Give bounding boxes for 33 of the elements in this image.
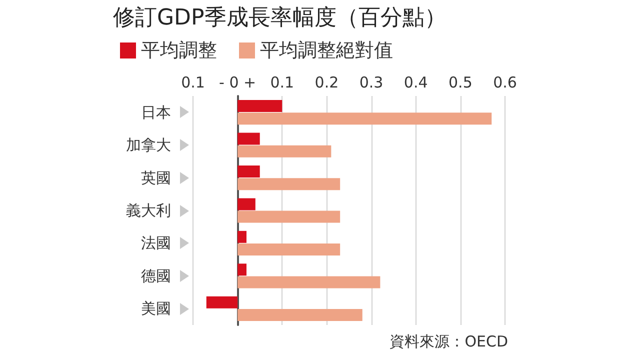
- bar: [238, 308, 362, 321]
- bar: [238, 165, 260, 178]
- bar: [238, 132, 260, 145]
- bar: [238, 100, 282, 112]
- bar: [238, 244, 340, 256]
- y-tick-label: 德國: [141, 266, 171, 285]
- bar: [206, 296, 238, 308]
- bar: [238, 112, 492, 125]
- bar: [238, 230, 246, 243]
- y-tick-label: 美國: [141, 300, 171, 318]
- y-tick-label: 加拿大: [126, 136, 171, 154]
- bar: [238, 276, 380, 288]
- x-tick-label: 0.6: [493, 74, 517, 92]
- chart-title: 修訂GDP季成長率幅度（百分點）: [113, 6, 446, 30]
- x-tick-label: 0.3: [359, 74, 384, 92]
- y-tick-label: 義大利: [126, 202, 171, 220]
- bar: [238, 145, 332, 158]
- source-note: 資料來源：OECD: [390, 332, 508, 350]
- x-tick-label: - 0 +: [219, 74, 256, 92]
- y-tick-label: 英國: [141, 168, 171, 187]
- x-tick-label: 0.2: [314, 74, 339, 92]
- x-tick-label: 0.4: [404, 74, 428, 92]
- bar: [238, 178, 340, 190]
- bar: [238, 210, 340, 223]
- legend-label: 平均調整: [141, 40, 217, 62]
- bar: [238, 198, 256, 210]
- x-tick-label: 0.5: [448, 74, 472, 92]
- y-tick-label: 法國: [141, 234, 171, 252]
- x-tick-label: 0.1: [270, 74, 294, 92]
- x-tick-label: 0.1: [181, 74, 205, 92]
- y-tick-label: 日本: [141, 103, 171, 122]
- legend-label: 平均調整絕對值: [260, 40, 393, 62]
- bar: [238, 264, 246, 276]
